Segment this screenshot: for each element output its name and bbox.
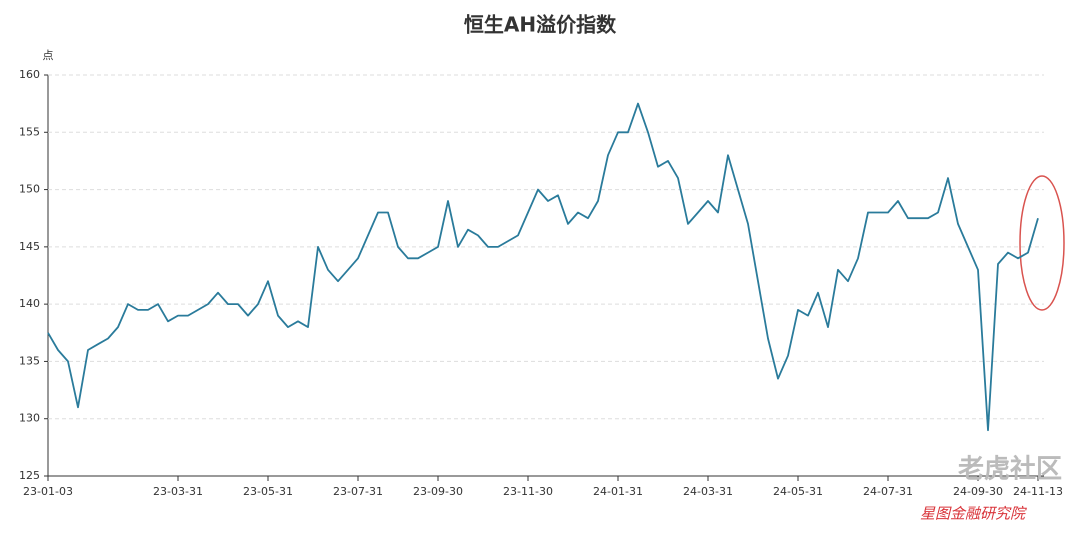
y-tick-label: 145 [19, 240, 40, 253]
x-tick-label: 23-03-31 [153, 485, 203, 498]
x-tick-label: 23-09-30 [413, 485, 463, 498]
line-series [47, 102, 1039, 432]
x-tick-label: 24-07-31 [863, 485, 913, 498]
x-tick-label: 23-11-30 [503, 485, 553, 498]
y-axis-label: 点 [43, 49, 54, 62]
x-tick-label: 24-05-31 [773, 485, 823, 498]
y-tick-label: 135 [19, 354, 40, 367]
chart-title: 恒生AH溢价指数 [464, 13, 617, 37]
x-tick-label: 23-01-03 [23, 485, 73, 498]
x-tick-label: 23-05-31 [243, 485, 293, 498]
y-tick-label: 140 [19, 297, 40, 310]
y-tick-label: 155 [19, 125, 40, 138]
y-tick-label: 125 [19, 469, 40, 482]
x-tick-label: 24-09-30 [953, 485, 1003, 498]
y-tick-label: 130 [19, 412, 40, 425]
x-tick-label: 24-03-31 [683, 485, 733, 498]
x-tick-label: 24-11-13 [1013, 485, 1063, 498]
y-tick-label: 160 [19, 68, 40, 81]
y-tick-label: 150 [19, 183, 40, 196]
highlight-ellipse [1019, 175, 1065, 311]
x-tick-label: 23-07-31 [333, 485, 383, 498]
watermark: 老虎社区 [958, 454, 1062, 485]
source: 星图金融研究院 [920, 505, 1027, 523]
x-tick-label: 24-01-31 [593, 485, 643, 498]
